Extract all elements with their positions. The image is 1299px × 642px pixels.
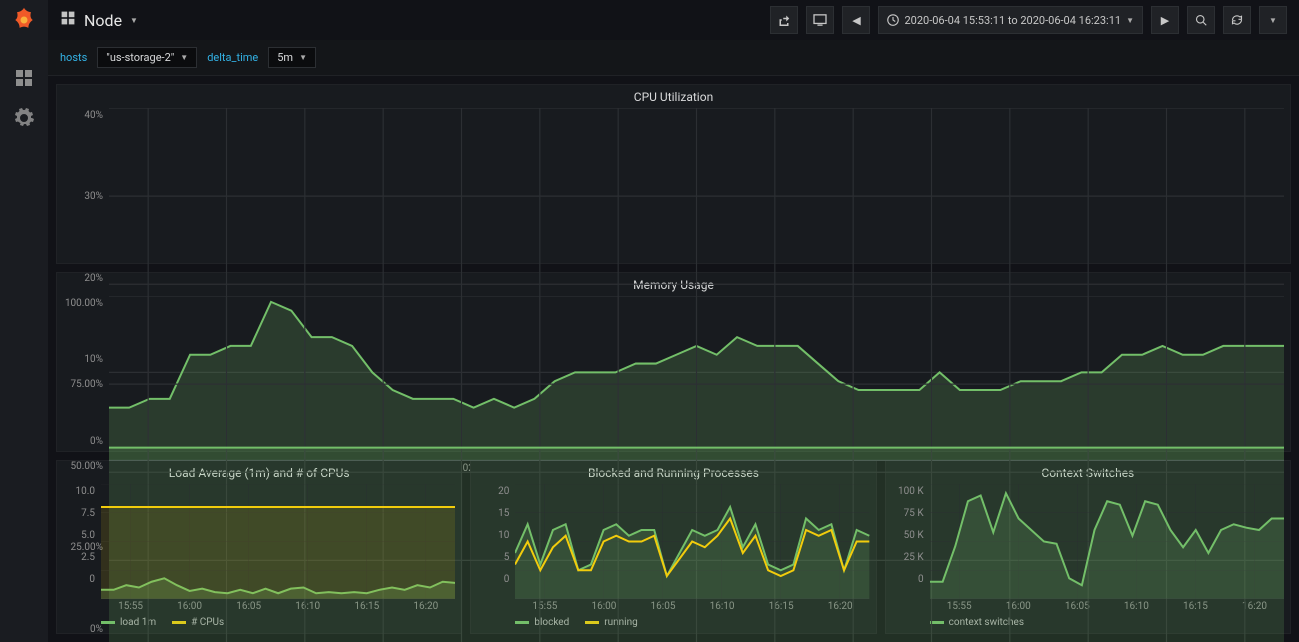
- zoom-out-button[interactable]: [1187, 6, 1215, 34]
- chevron-down-icon: ▼: [1126, 16, 1134, 25]
- gear-icon[interactable]: [14, 108, 34, 128]
- grafana-logo[interactable]: [10, 6, 38, 34]
- var-hosts-value: "us-storage-2": [106, 51, 174, 64]
- panel-body: 100 K 75 K 50 K 25 K 0: [886, 484, 1290, 599]
- chevron-down-icon: ▼: [180, 53, 188, 62]
- y-tick-label: 10.0: [76, 486, 96, 497]
- nav-sidebar: [0, 0, 48, 642]
- template-variables-row: hosts "us-storage-2" ▼ delta_time 5m ▼: [48, 40, 1299, 76]
- y-tick-label: 0: [89, 574, 95, 585]
- time-range-text: 2020-06-04 15:53:11 to 2020-06-04 16:23:…: [904, 14, 1121, 27]
- tv-mode-button[interactable]: [806, 6, 834, 34]
- var-delta-value: 5m: [277, 51, 293, 64]
- y-tick-label: 20: [498, 486, 509, 497]
- y-tick-label: 75.00%: [71, 379, 103, 390]
- time-picker-button[interactable]: 2020-06-04 15:53:11 to 2020-06-04 16:23:…: [878, 6, 1143, 34]
- panel-grid-icon: [60, 10, 76, 30]
- y-tick-label: 100.00%: [65, 298, 103, 309]
- y-tick-label: 30%: [84, 191, 103, 202]
- y-tick-label: 10: [498, 530, 509, 541]
- y-tick-label: 5.0: [81, 530, 95, 541]
- y-tick-label: 50 K: [904, 530, 924, 541]
- chevron-down-icon: ▼: [299, 53, 307, 62]
- clock-icon: [887, 14, 899, 26]
- panel-title: CPU Utilization: [57, 85, 1290, 108]
- y-tick-label: 100 K: [898, 486, 924, 497]
- y-tick-label: 50.00%: [71, 461, 103, 472]
- y-tick-label: 0: [918, 574, 924, 585]
- time-back-button[interactable]: ◀: [842, 6, 870, 34]
- dashboard-breadcrumb[interactable]: Node ▼: [60, 10, 138, 30]
- refresh-button[interactable]: [1223, 6, 1251, 34]
- y-tick-label: 20%: [84, 273, 103, 284]
- plot-area[interactable]: [515, 484, 869, 599]
- refresh-interval-button[interactable]: ▼: [1259, 6, 1287, 34]
- y-tick-label: 5: [504, 552, 510, 563]
- y-axis: 20 15 10 5 0: [471, 484, 515, 599]
- y-tick-label: 75 K: [904, 508, 924, 519]
- plot-area[interactable]: [930, 484, 1284, 599]
- panel-cpu: CPU Utilization40%30%20%10%0%15:5415:561…: [56, 84, 1291, 264]
- var-hosts-label: hosts: [60, 51, 87, 64]
- plot-area[interactable]: [101, 484, 455, 599]
- panel-body: 10.0 7.5 5.0 2.5 0: [57, 484, 461, 599]
- y-tick-label: 0: [504, 574, 510, 585]
- panel-memory: Memory Usage100.00%75.00%50.00%25.00%0%1…: [56, 272, 1291, 452]
- share-button[interactable]: [770, 6, 798, 34]
- y-tick-label: 0%: [90, 624, 103, 635]
- page-title: Node: [84, 11, 122, 30]
- dashboards-icon[interactable]: [14, 68, 34, 88]
- topbar: Node ▼ ◀ 2020-06-04 15:53:11 to 2020-06-…: [48, 0, 1299, 40]
- y-axis: 10.0 7.5 5.0 2.5 0: [57, 484, 101, 599]
- var-delta-select[interactable]: 5m ▼: [268, 47, 316, 68]
- panel-body: 20 15 10 5 0: [471, 484, 875, 599]
- y-tick-label: 2.5: [81, 552, 95, 563]
- panels-area: CPU Utilization40%30%20%10%0%15:5415:561…: [48, 76, 1299, 642]
- y-tick-label: 40%: [84, 110, 103, 121]
- main-content: Node ▼ ◀ 2020-06-04 15:53:11 to 2020-06-…: [48, 0, 1299, 642]
- y-axis: 100 K 75 K 50 K 25 K 0: [886, 484, 930, 599]
- var-hosts-select[interactable]: "us-storage-2" ▼: [97, 47, 197, 68]
- chevron-down-icon: ▼: [130, 16, 138, 25]
- time-forward-button[interactable]: ▶: [1151, 6, 1179, 34]
- y-tick-label: 15: [498, 508, 509, 519]
- y-tick-label: 25 K: [904, 552, 924, 563]
- var-delta-label: delta_time: [207, 51, 258, 64]
- y-tick-label: 7.5: [81, 508, 95, 519]
